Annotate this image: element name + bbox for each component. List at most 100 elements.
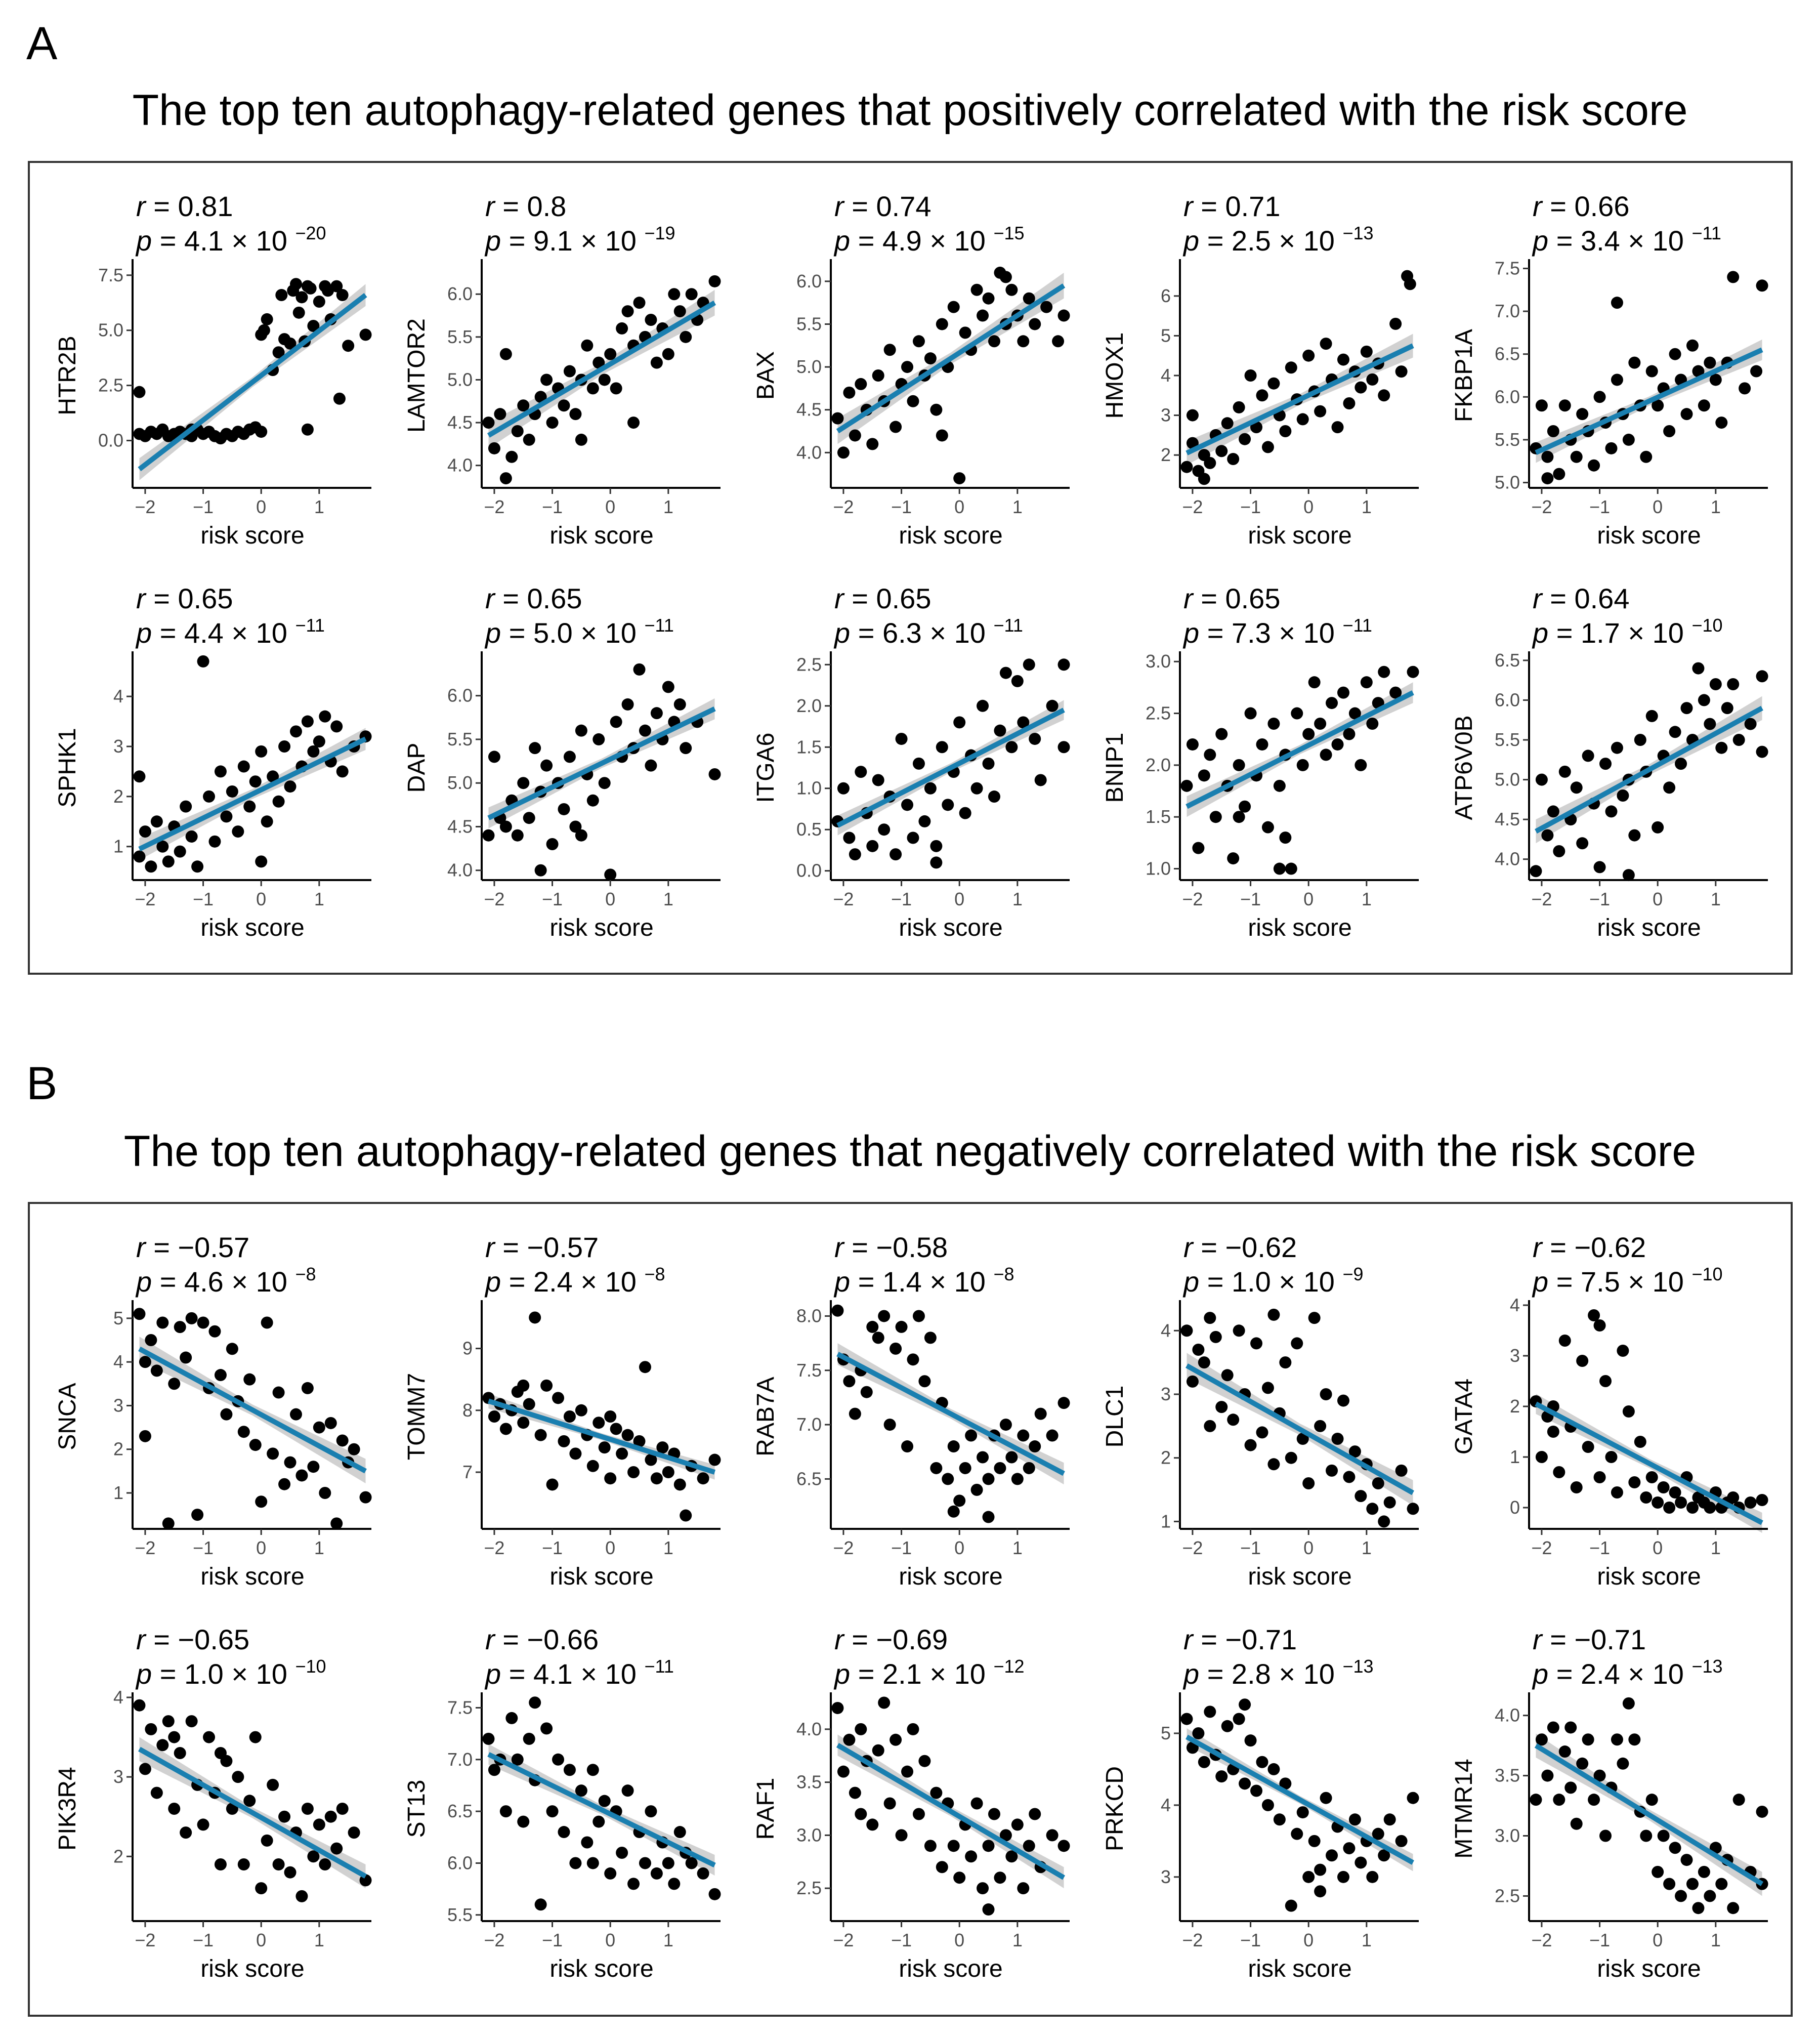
x-axis-title: risk score — [1248, 1563, 1351, 1590]
data-point — [977, 1882, 989, 1895]
data-point — [1628, 1476, 1641, 1488]
data-point — [162, 855, 175, 868]
x-tick-label: −1 — [542, 496, 563, 517]
data-point — [482, 1732, 495, 1745]
y-tick-label: 4 — [113, 1687, 123, 1708]
x-tick-label: −2 — [135, 1930, 155, 1950]
data-point — [1057, 1840, 1070, 1852]
data-point — [668, 1878, 681, 1890]
x-tick-label: −1 — [1240, 1930, 1261, 1950]
data-point — [1192, 1727, 1205, 1739]
r-symbol: r — [485, 1624, 496, 1655]
data-point — [145, 860, 157, 873]
regression-line — [1535, 347, 1763, 455]
data-point — [1570, 450, 1583, 463]
y-tick-label: 2.5 — [1146, 703, 1171, 724]
data-point — [563, 1764, 576, 1776]
data-point — [1239, 800, 1251, 813]
p-mantissa: = 1.0 × 10 — [152, 1658, 295, 1690]
data-point — [1686, 1878, 1699, 1890]
data-point — [1227, 852, 1240, 865]
panel-a-plots: r = 0.81p = 4.1 × 10 −20−2 −1 0 10.02.55.07… — [54, 190, 1768, 941]
data-point — [1611, 1486, 1623, 1499]
x-tick-label: 1 — [1362, 496, 1372, 517]
data-point — [878, 823, 891, 836]
y-tick-label: 6.5 — [447, 1801, 473, 1821]
data-point — [261, 1316, 273, 1329]
data-point — [1675, 1890, 1687, 1902]
x-tick-label: 1 — [1012, 1930, 1023, 1950]
r-value: = 0.81 — [146, 190, 233, 222]
data-point — [272, 1858, 285, 1870]
x-tick-label: −1 — [1589, 889, 1610, 909]
x-tick-label: −2 — [135, 889, 155, 909]
data-point — [1302, 1870, 1315, 1883]
r-value: = 0.64 — [1542, 582, 1630, 614]
r-symbol: r — [1533, 1231, 1543, 1263]
data-point — [1057, 658, 1070, 671]
x-axis-title: risk score — [1248, 914, 1351, 941]
x-tick-label: 0 — [605, 496, 615, 517]
data-point — [1652, 399, 1664, 412]
data-point — [284, 1456, 297, 1469]
y-axis-title: BAX — [752, 351, 779, 400]
data-point — [255, 1495, 268, 1508]
p-exponent: −10 — [1692, 1264, 1723, 1284]
data-point — [1541, 1769, 1554, 1782]
data-point — [1628, 829, 1641, 842]
x-tick-label: −1 — [891, 496, 912, 517]
data-point — [1186, 1375, 1199, 1388]
data-point — [1256, 738, 1268, 751]
data-point — [1331, 1433, 1344, 1445]
y-tick-label: 6.0 — [447, 685, 473, 706]
data-point — [592, 1417, 605, 1429]
data-point — [1709, 678, 1722, 690]
data-point — [673, 1826, 686, 1839]
data-point — [255, 426, 268, 438]
data-point — [1389, 686, 1402, 699]
data-point — [1645, 710, 1658, 722]
x-tick-label: −2 — [135, 496, 155, 517]
p-symbol: p — [833, 225, 850, 257]
data-point — [185, 1715, 198, 1728]
data-point — [261, 1834, 273, 1847]
data-point — [912, 335, 925, 348]
data-point — [999, 667, 1012, 679]
data-point — [907, 1353, 919, 1366]
data-point — [999, 1829, 1012, 1842]
data-point — [918, 1375, 931, 1388]
p-exponent: −8 — [645, 1264, 665, 1284]
data-point — [313, 1421, 325, 1434]
p-mantissa: = 4.6 × 10 — [152, 1266, 295, 1298]
r-value: = −0.57 — [146, 1231, 250, 1263]
data-point — [1180, 461, 1193, 473]
r-value-label: r = −0.57 — [485, 1231, 599, 1263]
data-point — [1250, 1337, 1263, 1350]
data-point — [1348, 707, 1361, 720]
data-point — [1279, 1356, 1292, 1369]
p-mantissa: = 7.3 × 10 — [1199, 617, 1342, 649]
y-axis-title: GATA4 — [1451, 1379, 1477, 1454]
data-point — [1727, 1902, 1740, 1915]
data-point — [1011, 1818, 1024, 1831]
data-point — [180, 1826, 192, 1839]
data-point — [866, 1818, 879, 1831]
y-tick-label: 1.0 — [796, 778, 822, 799]
x-tick-label: 1 — [1362, 889, 1372, 909]
data-point — [1267, 1308, 1280, 1321]
data-point — [1057, 741, 1070, 754]
data-point — [1599, 1829, 1612, 1842]
data-point — [1267, 1763, 1280, 1775]
x-tick-label: 0 — [1303, 1537, 1314, 1558]
data-point — [907, 1723, 919, 1735]
data-point — [1593, 391, 1606, 403]
data-point — [1622, 1697, 1635, 1710]
data-point — [1355, 759, 1367, 771]
data-point — [1675, 758, 1687, 770]
x-tick-label: 0 — [1653, 1930, 1663, 1950]
x-axis-title: risk score — [1248, 522, 1351, 549]
data-point — [988, 1808, 1000, 1820]
data-point — [645, 1805, 657, 1818]
data-point — [586, 382, 599, 395]
data-point — [1227, 1413, 1240, 1426]
